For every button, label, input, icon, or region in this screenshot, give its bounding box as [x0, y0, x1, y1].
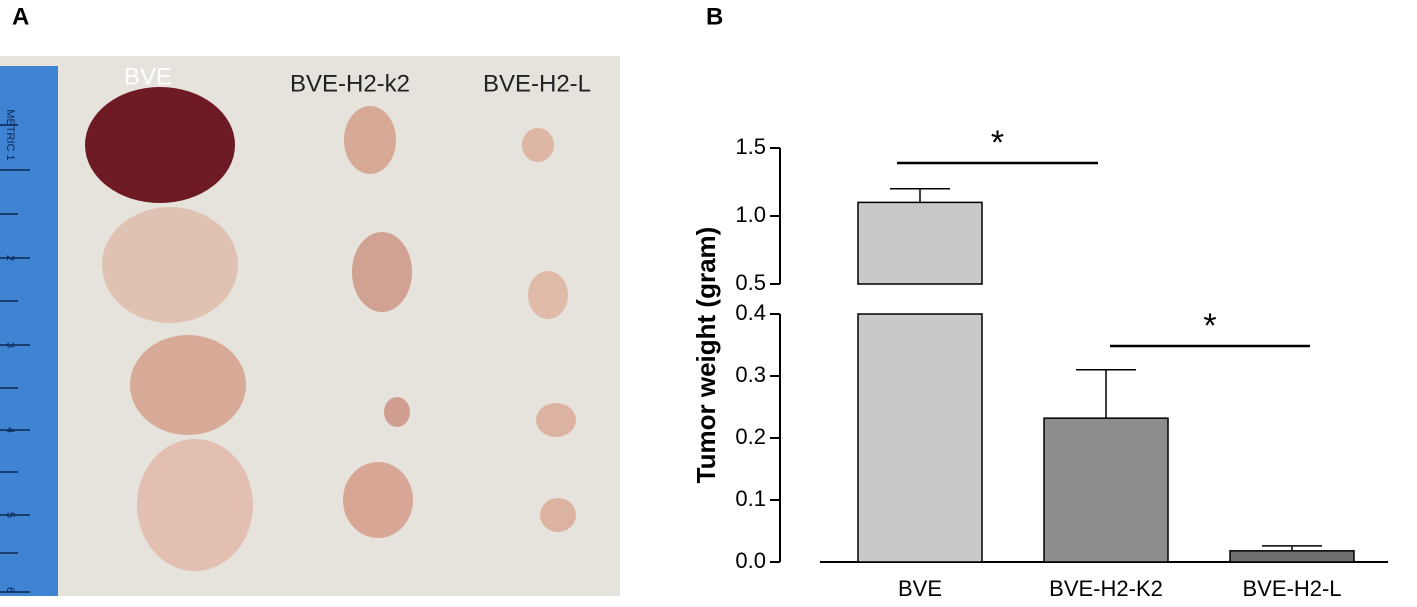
bar: [1229, 550, 1355, 563]
bar-chart: 0.0 0.1 0.2 0.3 0.4 0.5 1.0 1.5 BVE BVE-H2-K2 BVE-…: [735, 124, 1388, 601]
panel-label: B: [706, 3, 723, 30]
ruler-label: 3: [4, 342, 16, 348]
bar: [857, 201, 983, 285]
y-tick-label: 0.0: [735, 548, 766, 573]
photo-label: BVE: [124, 63, 172, 90]
x-tick-label: BVE-H2-L: [1242, 576, 1341, 601]
ruler-label: 6: [4, 587, 16, 593]
ruler-label: 2: [4, 255, 16, 261]
y-tick-label: 0.3: [735, 362, 766, 387]
photo: METRIC 1 2 3 4 5 6 BVE BVE-H2-k2 BVE-H2-…: [0, 56, 620, 596]
ruler: [0, 66, 58, 596]
ruler-label: 5: [4, 512, 16, 518]
y-tick-label: 0.1: [735, 486, 766, 511]
tumors: [85, 87, 576, 571]
y-tick-label: 1.0: [735, 202, 766, 227]
significance-mark: *: [1203, 307, 1216, 345]
y-axis-label: Tumor weight (gram): [691, 227, 721, 484]
photo-label: BVE-H2-k2: [290, 70, 410, 97]
x-tick-label: BVE: [898, 576, 942, 601]
y-tick-label: 0.2: [735, 424, 766, 449]
bar: [857, 313, 983, 563]
ruler-label: 4: [4, 427, 16, 433]
significance-mark: *: [991, 124, 1004, 162]
bar: [1043, 417, 1169, 563]
ruler-ticks: [0, 124, 30, 593]
y-tick-label: 0.4: [735, 300, 766, 325]
ruler-label: METRIC 1: [4, 109, 16, 160]
x-tick-label: BVE-H2-K2: [1049, 576, 1163, 601]
y-tick-label: 1.5: [735, 134, 766, 159]
photo-label: BVE-H2-L: [483, 70, 591, 97]
panel-label: A: [12, 3, 29, 30]
y-tick-label: 0.5: [735, 270, 766, 295]
